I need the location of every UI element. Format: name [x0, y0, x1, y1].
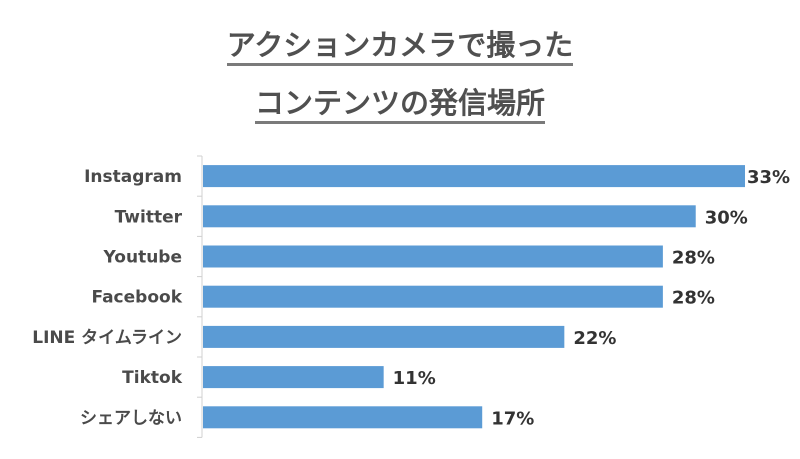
data-label: 30%	[705, 207, 748, 228]
data-label: 22%	[573, 328, 616, 349]
bar	[203, 165, 745, 188]
chart-title-line-1: アクションカメラで撮った	[0, 22, 800, 66]
data-label: 33%	[747, 167, 790, 188]
bar	[203, 366, 384, 389]
data-label: 11%	[393, 368, 436, 389]
category-label: Twitter	[115, 207, 183, 227]
bar	[203, 205, 696, 228]
category-label: Youtube	[103, 248, 182, 268]
category-label: シェアしない	[80, 408, 182, 428]
category-label: Tiktok	[122, 368, 183, 388]
category-label: LINE タイムライン	[32, 328, 182, 348]
data-label: 28%	[672, 288, 715, 309]
bar	[203, 285, 663, 308]
bar	[203, 325, 565, 348]
data-label: 28%	[672, 248, 715, 269]
bar	[203, 245, 663, 268]
bar	[203, 406, 483, 429]
chart-title-line-2: コンテンツの発信場所	[0, 80, 800, 124]
data-label: 17%	[491, 408, 534, 429]
category-label: Facebook	[91, 288, 182, 308]
category-label: Instagram	[84, 167, 182, 187]
